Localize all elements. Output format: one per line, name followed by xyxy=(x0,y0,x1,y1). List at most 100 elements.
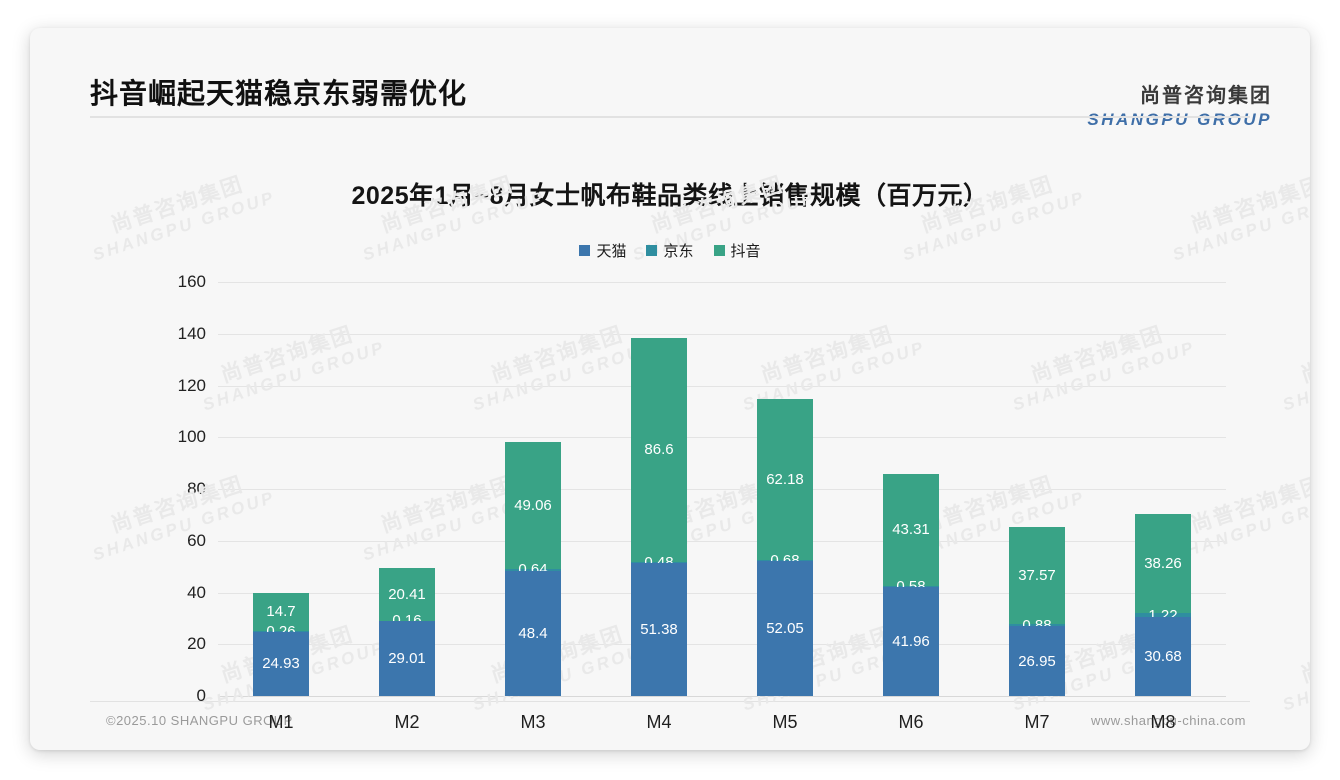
bar-segment-抖音[interactable]: 86.6 xyxy=(631,337,687,562)
gridline: 140 xyxy=(178,324,1226,343)
stacked-bar[interactable]: 86.60.4851.38 xyxy=(631,337,687,696)
chart-bars: 14.70.2624.93 M1 20.410.1629.01 M2 49.060.64… xyxy=(218,282,1226,732)
footer-website: www.shangpu-china.com xyxy=(1090,713,1246,728)
footer-copyright: ©2025.10 SHANGPU GROUP xyxy=(106,713,293,728)
y-axis-tick-label: 60 xyxy=(187,530,206,550)
watermark-english-text: SHANGPU GROUP xyxy=(1280,338,1310,415)
bar-value-label: 41.96 xyxy=(892,633,930,651)
bar-segment-抖音[interactable]: 37.57 xyxy=(1009,526,1065,625)
bar-value-label: 62.18 xyxy=(766,470,804,488)
bar-segment-抖音[interactable]: 14.7 xyxy=(253,592,309,631)
y-axis-tick-label: 160 xyxy=(177,272,206,291)
y-axis-tick-label: 0 xyxy=(196,686,206,705)
gridline: 80 xyxy=(187,479,1226,498)
x-axis-tick-label: M4 xyxy=(646,712,672,732)
y-axis-tick-label: 20 xyxy=(187,634,206,654)
bar-group-M5: 62.180.6852.05 M5 xyxy=(722,282,848,732)
legend-item-1[interactable]: 京东 xyxy=(646,240,694,261)
legend-label: 天猫 xyxy=(596,243,627,260)
bar-value-label: 43.31 xyxy=(892,521,930,539)
bar-value-label: 52.05 xyxy=(766,620,804,638)
bar-group-M2: 20.410.1629.01 M2 xyxy=(344,282,470,732)
stacked-bar[interactable]: 49.060.6448.4 xyxy=(505,442,561,696)
bar-value-label: 37.57 xyxy=(1018,566,1056,584)
x-axis-tick-label: M2 xyxy=(394,712,420,732)
gridline: 40 xyxy=(187,583,1226,602)
bar-value-label: 49.06 xyxy=(514,497,552,515)
stacked-bar[interactable]: 43.310.5841.96 xyxy=(883,473,939,696)
bar-segment-天猫[interactable]: 52.05 xyxy=(757,561,813,696)
gridline: 160 xyxy=(178,272,1226,291)
watermark-chinese-text: 尚普咨询集团 xyxy=(1298,322,1310,388)
x-axis-tick-label: M3 xyxy=(520,712,546,732)
bar-value-label: 24.93 xyxy=(262,655,300,673)
y-axis-tick-label: 140 xyxy=(177,323,206,343)
bar-value-label: 14.7 xyxy=(266,603,296,621)
bar-value-label: 38.26 xyxy=(1144,555,1182,573)
bar-group-M1: 14.70.2624.93 M1 xyxy=(218,282,344,732)
bar-segment-天猫[interactable]: 29.01 xyxy=(379,620,435,696)
x-axis-tick-label: M8 xyxy=(1150,712,1176,732)
chart-axes: 14.70.2624.93 M1 20.410.1629.01 M2 49.060.64… xyxy=(178,272,1226,732)
watermark-chinese-text: 尚普咨询集团 xyxy=(1298,622,1310,688)
bar-value-label: 51.38 xyxy=(640,621,678,639)
bar-segment-抖音[interactable]: 49.06 xyxy=(505,442,561,570)
bar-segment-抖音[interactable]: 20.41 xyxy=(379,567,435,621)
stacked-bar[interactable]: 38.26 1.22 30.68 xyxy=(1135,514,1191,696)
footer-divider xyxy=(90,701,1250,702)
bar-segment-天猫[interactable]: 48.4 xyxy=(505,570,561,696)
y-axis-tick-label: 40 xyxy=(187,582,206,602)
bar-segment-天猫[interactable]: 24.93 xyxy=(253,631,309,696)
bar-segment-抖音[interactable]: 62.18 xyxy=(757,398,813,560)
stacked-bar[interactable]: 20.410.1629.01 xyxy=(379,567,435,696)
stacked-bar[interactable]: 62.180.6852.05 xyxy=(757,398,813,696)
bar-segment-抖音[interactable]: 43.31 xyxy=(883,473,939,586)
logo-chinese-text: 尚普咨询集团 xyxy=(1140,85,1272,107)
bar-group-M7: 37.57 0.88 26.95 M7 xyxy=(974,282,1100,732)
legend-swatch-icon xyxy=(646,245,658,256)
legend-item-0[interactable]: 天猫 xyxy=(579,240,626,261)
bar-value-label: 86.6 xyxy=(644,441,674,459)
chart-title: 2025年1月~8月女士帆布鞋品类线上销售规模（百万元） xyxy=(351,182,989,210)
bar-segment-抖音[interactable]: 38.26 xyxy=(1135,514,1191,614)
watermark-english-text: SHANGPU GROUP xyxy=(1280,638,1310,715)
bar-group-M4: 86.60.4851.38 M4 xyxy=(596,282,722,732)
bar-segment-天猫[interactable]: 30.68 xyxy=(1135,616,1191,696)
bar-segment-天猫[interactable]: 41.96 xyxy=(883,587,939,696)
legend-item-2[interactable]: 抖音 xyxy=(713,240,761,261)
bar-value-label: 29.01 xyxy=(388,649,426,667)
gridline: 120 xyxy=(178,376,1226,395)
x-axis-tick-label: M7 xyxy=(1024,712,1050,732)
stacked-bar[interactable]: 37.57 0.88 26.95 xyxy=(1009,526,1065,696)
x-axis-tick-label: M6 xyxy=(898,712,924,732)
y-axis-tick-label: 120 xyxy=(177,375,206,395)
x-axis-tick-label: M1 xyxy=(268,712,294,732)
y-axis-tick-label: 80 xyxy=(187,479,206,498)
bar-group-M8: 38.26 1.22 30.68 M8 xyxy=(1100,282,1226,732)
chart-plot-area: 14.70.2624.93 M1 20.410.1629.01 M2 49.060.64… xyxy=(122,250,1230,732)
legend-label: 抖音 xyxy=(730,243,761,260)
gridline: 60 xyxy=(187,531,1226,550)
chart-legend: 天猫 京东 抖音 xyxy=(30,240,1310,261)
gridline: 100 xyxy=(178,427,1226,446)
bar-value-label: 30.68 xyxy=(1144,647,1182,665)
bar-group-M6: 43.310.5841.96 M6 xyxy=(848,282,974,732)
logo-english-text: SHANGPU GROUP xyxy=(1087,110,1272,129)
legend-swatch-icon xyxy=(713,245,725,256)
y-axis-tick-label: 100 xyxy=(177,427,206,447)
bar-value-label: 48.4 xyxy=(518,624,548,642)
page-title: 抖音崛起天猫稳京东弱需优化 xyxy=(90,78,468,109)
legend-swatch-icon xyxy=(579,245,591,256)
legend-label: 京东 xyxy=(663,243,694,260)
gridline: 20 xyxy=(187,634,1226,653)
slide-header: 抖音崛起天猫稳京东弱需优化 尚普咨询集团 SHANGPU GROUP xyxy=(30,28,1310,128)
gridline: 0 xyxy=(197,686,1226,705)
bar-segment-天猫[interactable]: 51.38 xyxy=(631,563,687,696)
bar-segment-天猫[interactable]: 26.95 xyxy=(1009,626,1065,696)
x-axis-tick-label: M5 xyxy=(772,712,798,732)
header-divider xyxy=(90,116,1250,118)
bar-value-label: 20.41 xyxy=(388,585,426,603)
stacked-bar[interactable]: 14.70.2624.93 xyxy=(253,592,309,696)
